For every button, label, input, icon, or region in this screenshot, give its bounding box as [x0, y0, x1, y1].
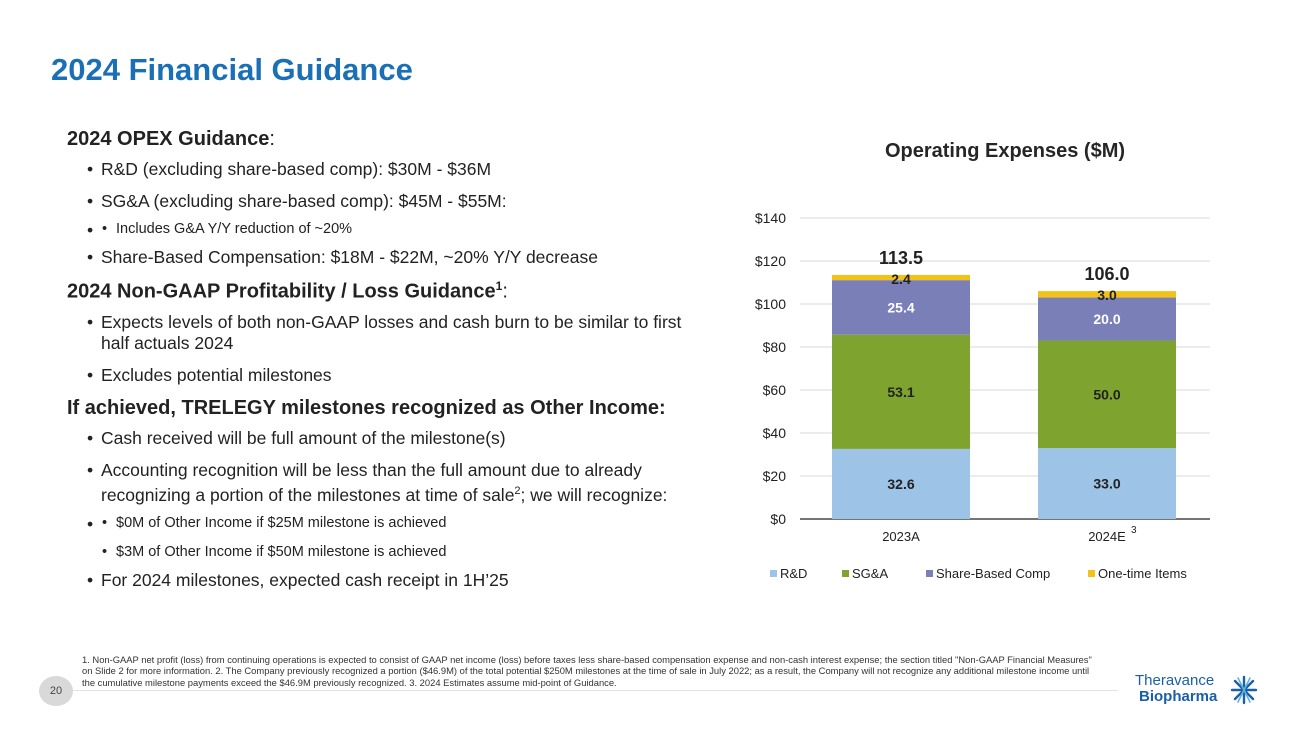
x-tick-label: 2024E	[1088, 529, 1126, 544]
list-item: Cash received will be full amount of the…	[67, 428, 727, 449]
slide-title: 2024 Financial Guidance	[51, 52, 413, 87]
chart-plot: $0 $20 $40 $60 $80 $100 $120 $140 32.6 53.1 25.4 2.…	[755, 210, 1210, 581]
list-item: SG&A (excluding share-based comp): $45M …	[67, 191, 727, 212]
chart-title: Operating Expenses ($M)	[884, 140, 1126, 162]
data-label: 33.0	[1093, 476, 1120, 492]
y-tick-label: $100	[755, 296, 786, 312]
legend-label: R&D	[780, 566, 807, 581]
legend-swatch	[1088, 570, 1095, 577]
bar-segment	[832, 448, 970, 519]
data-label: 53.1	[887, 384, 914, 400]
company-logo: Theravance Biopharma	[1135, 673, 1265, 709]
legend-swatch	[926, 570, 933, 577]
footer-divider	[73, 690, 1118, 691]
data-label: 32.6	[887, 476, 914, 492]
bar-segment	[832, 274, 970, 281]
bar-segment	[1038, 340, 1176, 449]
x-tick-label: 2023A	[882, 529, 920, 544]
logo-text-line2: Biopharma	[1139, 688, 1218, 705]
bar-segment	[1038, 448, 1176, 519]
legend-swatch	[842, 570, 849, 577]
trelegy-list: Cash received will be full amount of the…	[67, 428, 727, 592]
opex-heading: 2024 OPEX Guidance:	[67, 128, 275, 150]
data-label: 2.4	[891, 271, 911, 287]
y-tick-label: $120	[755, 253, 786, 269]
y-tick-label: $40	[763, 425, 787, 441]
nongaap-heading: 2024 Non-GAAP Profitability / Loss Guida…	[67, 279, 508, 303]
sub-list-item: $3M of Other Income if $50M milestone is…	[67, 543, 727, 561]
guidance-text: 2024 OPEX Guidance: R&D (excluding share…	[67, 128, 727, 602]
legend-label: Share-Based Comp	[936, 566, 1050, 581]
data-label: 25.4	[887, 299, 914, 315]
list-item: Share-Based Compensation: $18M - $22M, ~…	[67, 247, 727, 268]
footnote: 1. Non-GAAP net profit (loss) from conti…	[82, 654, 1092, 688]
list-item: Excludes potential milestones	[67, 365, 727, 386]
y-tick-label: $80	[763, 339, 787, 355]
sub-list-wrapper: $0M of Other Income if $25M milestone is…	[67, 514, 727, 561]
y-tick-label: $0	[770, 511, 786, 527]
trelegy-heading: If achieved, TRELEGY milestones recogniz…	[67, 396, 666, 419]
logo-text-line1: Theravance	[1135, 672, 1215, 689]
data-label: 20.0	[1093, 311, 1120, 327]
list-item: R&D (excluding share-based comp): $30M -…	[67, 159, 727, 180]
bar-segment	[1038, 291, 1176, 298]
x-tick-superscript: 3	[1131, 525, 1137, 536]
sub-list-item: Includes G&A Y/Y reduction of ~20%	[67, 220, 727, 238]
sub-list-item: $0M of Other Income if $25M milestone is…	[67, 514, 727, 532]
list-item: Accounting recognition will be less than…	[67, 460, 727, 506]
list-item: For 2024 milestones, expected cash recei…	[67, 570, 727, 591]
total-label: 106.0	[1084, 264, 1129, 284]
legend-label: One-time Items	[1098, 566, 1187, 581]
total-label: 113.5	[879, 248, 923, 268]
star-burst-icon	[1230, 675, 1258, 705]
nongaap-list: Expects levels of both non-GAAP losses a…	[67, 312, 727, 386]
opex-list: R&D (excluding share-based comp): $30M -…	[67, 159, 727, 268]
opex-chart: Operating Expenses ($M) $0 $20 $40 $60 $80 $1…	[730, 130, 1290, 600]
legend-swatch	[770, 570, 777, 577]
bar-segment	[1038, 297, 1176, 341]
data-label: 50.0	[1093, 386, 1120, 402]
y-tick-label: $20	[763, 468, 787, 484]
bar-segment	[832, 280, 970, 335]
bar-segment	[832, 334, 970, 449]
y-tick-label: $60	[763, 382, 787, 398]
legend-label: SG&A	[852, 566, 888, 581]
sub-list-wrapper: Includes G&A Y/Y reduction of ~20%	[67, 220, 727, 241]
list-item: Expects levels of both non-GAAP losses a…	[67, 312, 727, 354]
y-tick-label: $140	[755, 210, 786, 226]
page-number: 20	[39, 676, 73, 706]
data-label: 3.0	[1097, 287, 1117, 303]
